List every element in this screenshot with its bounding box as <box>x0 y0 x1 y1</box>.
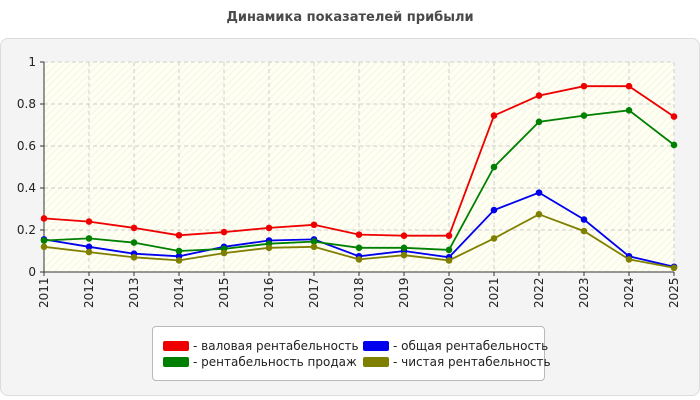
legend-swatch <box>363 357 389 367</box>
series-gross-margin-point <box>85 218 93 225</box>
series-sales-margin-point <box>130 239 138 246</box>
series-net-margin-point <box>175 257 183 264</box>
series-net-margin-point <box>400 251 408 259</box>
y-tick-label: 1 <box>28 55 36 69</box>
series-sales-margin-point <box>85 235 93 242</box>
legend-item-sales-margin: - рентабельность продаж <box>163 355 357 369</box>
legend-item-gross-margin: - валовая рентабельность <box>163 339 359 353</box>
x-tick-label: 2013 <box>127 277 141 308</box>
x-tick-label: 2025 <box>667 277 681 308</box>
series-net-margin-point <box>220 249 228 257</box>
x-tick-label: 2015 <box>217 277 231 308</box>
series-sales-margin-point <box>310 238 318 245</box>
x-tick-label: 2019 <box>397 277 411 308</box>
series-net-margin-point <box>535 210 543 218</box>
series-net-margin-point <box>445 257 453 264</box>
series-net-margin-point <box>310 243 318 251</box>
series-gross-margin-point <box>670 113 678 120</box>
series-sales-margin-point <box>625 107 633 114</box>
series-sales-margin-point <box>175 247 183 255</box>
series-net-margin-point <box>625 256 633 263</box>
series-net-margin-point <box>490 235 498 242</box>
series-sales-margin-point <box>670 141 678 149</box>
legend-swatch <box>163 341 189 351</box>
series-gross-margin-point <box>355 231 363 238</box>
legend-label: - чистая рентабельность <box>393 355 551 369</box>
x-tick-label: 2023 <box>577 277 591 308</box>
x-tick-label: 2022 <box>532 277 546 308</box>
legend-swatch <box>163 357 189 367</box>
legend-item-overall-margin: - общая рентабельность <box>363 339 548 353</box>
legend-label: - валовая рентабельность <box>193 339 359 353</box>
series-gross-margin-point <box>625 82 633 90</box>
chart-title: Динамика показателей прибыли <box>226 10 474 25</box>
x-tick-label: 2020 <box>442 277 456 308</box>
series-net-margin-point <box>85 248 93 256</box>
series-gross-margin-point <box>580 82 588 90</box>
x-tick-label: 2014 <box>172 277 186 308</box>
series-sales-margin-point <box>445 246 453 254</box>
series-gross-margin-point <box>310 221 318 229</box>
y-tick-label: 0.6 <box>17 139 36 153</box>
series-gross-margin-point <box>175 231 183 239</box>
x-tick-label: 2024 <box>622 277 636 308</box>
series-net-margin-point <box>265 244 273 252</box>
x-tick-label: 2018 <box>352 277 366 308</box>
series-sales-margin-point <box>355 244 363 252</box>
x-tick-label: 2021 <box>487 277 501 308</box>
series-net-margin-point <box>130 253 138 261</box>
x-tick-label: 2017 <box>307 277 321 308</box>
series-overall-margin-point <box>580 216 588 223</box>
x-tick-label: 2011 <box>37 277 51 308</box>
x-tick-label: 2012 <box>82 277 96 308</box>
series-net-margin-point <box>40 243 48 251</box>
y-tick-label: 0 <box>28 265 36 279</box>
series-gross-margin-point <box>535 92 543 99</box>
series-sales-margin-point <box>40 237 48 244</box>
series-sales-margin-point <box>580 112 588 119</box>
y-tick-label: 0.4 <box>17 181 36 195</box>
series-overall-margin-point <box>490 206 498 214</box>
series-net-margin-point <box>355 256 363 263</box>
legend-item-net-margin: - чистая рентабельность <box>363 355 551 369</box>
legend-swatch <box>363 341 389 351</box>
series-gross-margin-point <box>220 228 228 236</box>
series-gross-margin-point <box>40 215 48 222</box>
y-tick-label: 0.8 <box>17 97 36 111</box>
series-gross-margin-point <box>265 224 273 232</box>
x-tick-label: 2016 <box>262 277 276 308</box>
legend-label: - общая рентабельность <box>393 339 549 353</box>
series-sales-margin-point <box>490 163 498 171</box>
series-gross-margin-point <box>445 232 453 239</box>
y-tick-label: 0.2 <box>17 223 36 237</box>
series-gross-margin-point <box>130 224 138 232</box>
series-sales-margin-point <box>400 244 408 252</box>
series-overall-margin-point <box>85 243 93 251</box>
series-overall-margin-point <box>535 189 543 196</box>
series-sales-margin-point <box>535 118 543 126</box>
legend-label: - рентабельность продаж <box>193 355 357 369</box>
series-net-margin-point <box>580 227 588 235</box>
series-gross-margin-point <box>490 112 498 119</box>
series-net-margin-point <box>670 264 678 272</box>
legend: - валовая рентабельность - общая рентабе… <box>152 326 551 381</box>
series-gross-margin-point <box>400 232 408 239</box>
